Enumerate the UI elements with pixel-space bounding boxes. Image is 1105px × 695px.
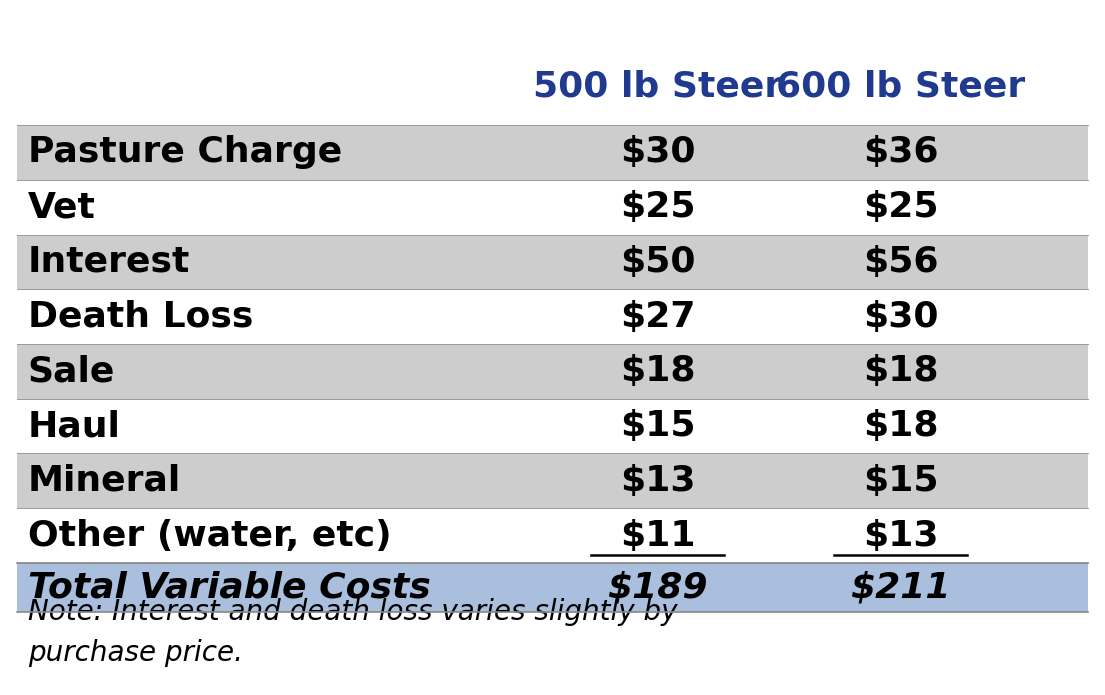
Bar [17, 344, 1088, 399]
Text: Haul: Haul [28, 409, 120, 443]
Text: $25: $25 [620, 190, 695, 224]
Text: $18: $18 [620, 354, 695, 389]
Text: $36: $36 [863, 136, 938, 170]
Text: $11: $11 [620, 518, 695, 553]
Text: $18: $18 [863, 354, 938, 389]
Text: $13: $13 [863, 518, 938, 553]
Text: Vet: Vet [28, 190, 95, 224]
Text: $15: $15 [620, 409, 695, 443]
Text: $13: $13 [620, 464, 695, 498]
Text: Other (water, etc): Other (water, etc) [28, 518, 391, 553]
Text: $27: $27 [620, 300, 695, 334]
Text: $56: $56 [863, 245, 938, 279]
Text: $30: $30 [620, 136, 695, 170]
Text: Note: Interest and death loss varies slightly by: Note: Interest and death loss varies sli… [28, 598, 677, 626]
Text: $18: $18 [863, 409, 938, 443]
Bar [17, 125, 1088, 180]
Text: Sale: Sale [28, 354, 115, 389]
Text: $25: $25 [863, 190, 938, 224]
Bar [17, 453, 1088, 508]
Text: purchase price.: purchase price. [28, 639, 243, 667]
Text: $15: $15 [863, 464, 938, 498]
Text: $189: $189 [608, 571, 707, 604]
Text: Mineral: Mineral [28, 464, 181, 498]
Text: $30: $30 [863, 300, 938, 334]
Bar [17, 563, 1088, 612]
Text: Total Variable Costs: Total Variable Costs [28, 571, 430, 604]
Text: Pasture Charge: Pasture Charge [28, 136, 341, 170]
Text: $50: $50 [620, 245, 695, 279]
Text: 600 lb Steer: 600 lb Steer [776, 70, 1025, 104]
Bar [17, 235, 1088, 289]
Text: $211: $211 [851, 571, 950, 604]
Text: Death Loss: Death Loss [28, 300, 253, 334]
Text: 500 lb Steer: 500 lb Steer [533, 70, 782, 104]
Text: Interest: Interest [28, 245, 190, 279]
